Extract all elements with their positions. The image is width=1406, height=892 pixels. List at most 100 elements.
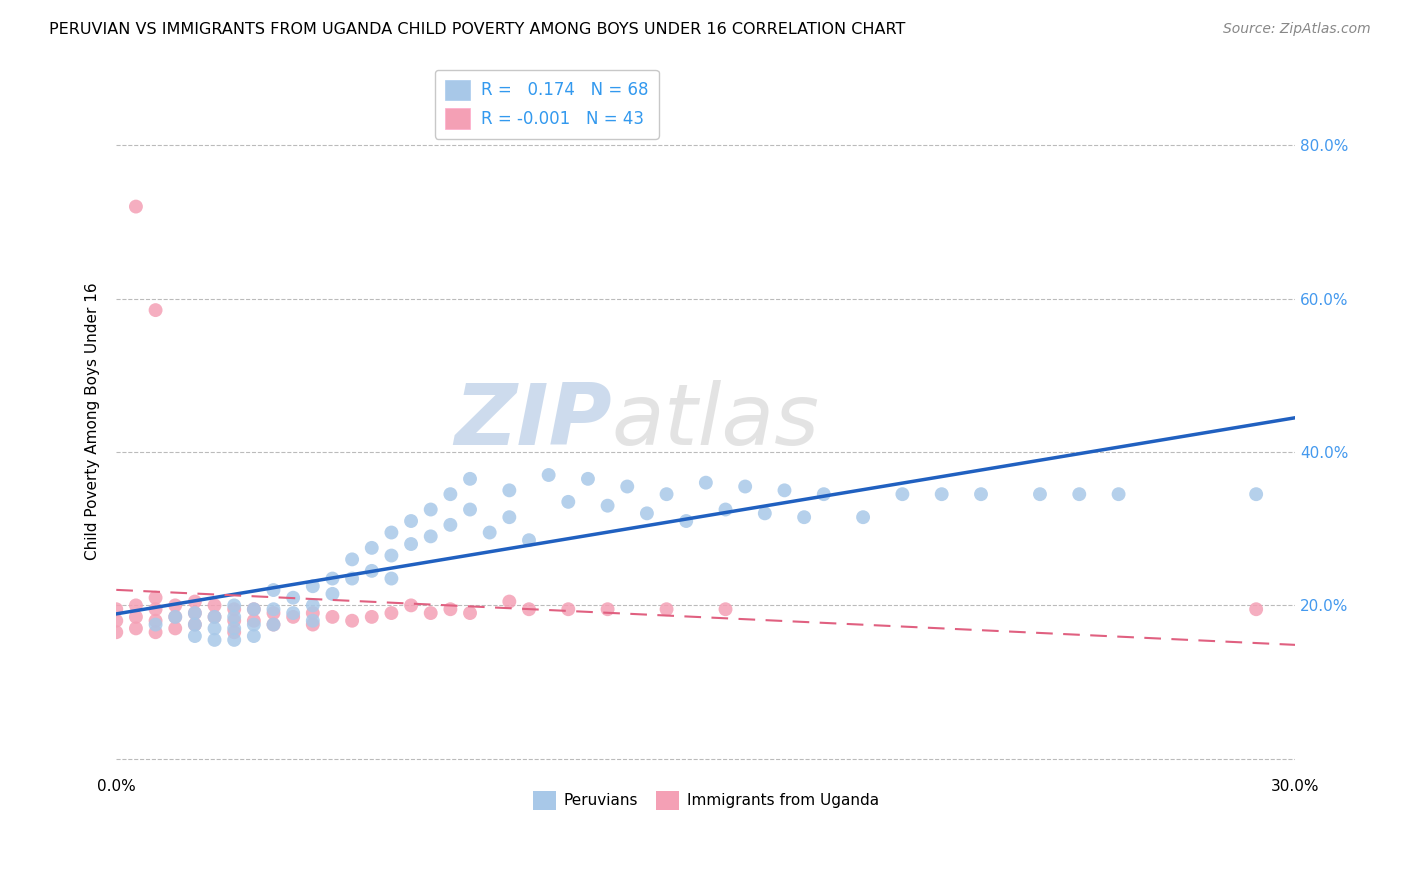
Point <box>105 625 128 640</box>
Point <box>340 572 363 586</box>
Point <box>184 606 207 620</box>
Point <box>439 517 461 532</box>
Point <box>714 502 737 516</box>
Point <box>419 606 441 620</box>
Point <box>125 200 148 214</box>
Point <box>360 564 382 578</box>
Point <box>636 507 658 521</box>
Point <box>970 487 993 501</box>
Point <box>498 594 520 608</box>
Point <box>340 614 363 628</box>
Point <box>1029 487 1052 501</box>
Point <box>773 483 796 498</box>
Point <box>301 617 323 632</box>
Point <box>1244 487 1267 501</box>
Point <box>340 552 363 566</box>
Point <box>498 483 520 498</box>
Point <box>380 606 402 620</box>
Point <box>458 502 481 516</box>
Point <box>419 502 441 516</box>
Point <box>695 475 717 490</box>
Point <box>596 602 619 616</box>
Point <box>596 499 619 513</box>
Point <box>263 602 285 616</box>
Point <box>243 602 266 616</box>
Point <box>243 617 266 632</box>
Point <box>184 617 207 632</box>
Point <box>478 525 501 540</box>
Point <box>281 591 304 605</box>
Point <box>517 602 540 616</box>
Point <box>243 629 266 643</box>
Point <box>517 533 540 548</box>
Point <box>224 625 246 640</box>
Point <box>165 610 187 624</box>
Point <box>360 610 382 624</box>
Point <box>1244 602 1267 616</box>
Point <box>714 602 737 616</box>
Point <box>145 303 167 318</box>
Point <box>224 621 246 635</box>
Point <box>204 610 226 624</box>
Point <box>184 594 207 608</box>
Point <box>458 606 481 620</box>
Point <box>734 479 756 493</box>
Point <box>852 510 875 524</box>
Point <box>301 599 323 613</box>
Point <box>125 610 148 624</box>
Point <box>399 599 422 613</box>
Point <box>165 610 187 624</box>
Point <box>458 472 481 486</box>
Point <box>380 549 402 563</box>
Text: atlas: atlas <box>612 380 820 463</box>
Point <box>399 514 422 528</box>
Text: ZIP: ZIP <box>454 380 612 463</box>
Point <box>498 510 520 524</box>
Point <box>360 541 382 555</box>
Point <box>675 514 697 528</box>
Point <box>224 599 246 613</box>
Y-axis label: Child Poverty Among Boys Under 16: Child Poverty Among Boys Under 16 <box>86 283 100 560</box>
Point <box>321 587 343 601</box>
Text: PERUVIAN VS IMMIGRANTS FROM UGANDA CHILD POVERTY AMONG BOYS UNDER 16 CORRELATION: PERUVIAN VS IMMIGRANTS FROM UGANDA CHILD… <box>49 22 905 37</box>
Point <box>1069 487 1091 501</box>
Point <box>224 614 246 628</box>
Text: Source: ZipAtlas.com: Source: ZipAtlas.com <box>1223 22 1371 37</box>
Point <box>281 610 304 624</box>
Point <box>145 617 167 632</box>
Point <box>931 487 953 501</box>
Point <box>263 617 285 632</box>
Point <box>380 525 402 540</box>
Point <box>301 606 323 620</box>
Point <box>281 606 304 620</box>
Point <box>419 529 441 543</box>
Point <box>793 510 815 524</box>
Point <box>165 621 187 635</box>
Point <box>380 572 402 586</box>
Point <box>439 602 461 616</box>
Point <box>204 610 226 624</box>
Point <box>224 632 246 647</box>
Point <box>224 610 246 624</box>
Point <box>655 487 678 501</box>
Point <box>204 621 226 635</box>
Point <box>204 599 226 613</box>
Point <box>165 599 187 613</box>
Point <box>145 602 167 616</box>
Point <box>145 591 167 605</box>
Point <box>813 487 835 501</box>
Point <box>754 507 776 521</box>
Point <box>145 614 167 628</box>
Point <box>301 614 323 628</box>
Point <box>301 579 323 593</box>
Point <box>184 617 207 632</box>
Point <box>263 582 285 597</box>
Point <box>616 479 638 493</box>
Point <box>537 468 560 483</box>
Point <box>184 629 207 643</box>
Point <box>321 610 343 624</box>
Point <box>125 621 148 635</box>
Point <box>224 602 246 616</box>
Point <box>105 614 128 628</box>
Point <box>263 606 285 620</box>
